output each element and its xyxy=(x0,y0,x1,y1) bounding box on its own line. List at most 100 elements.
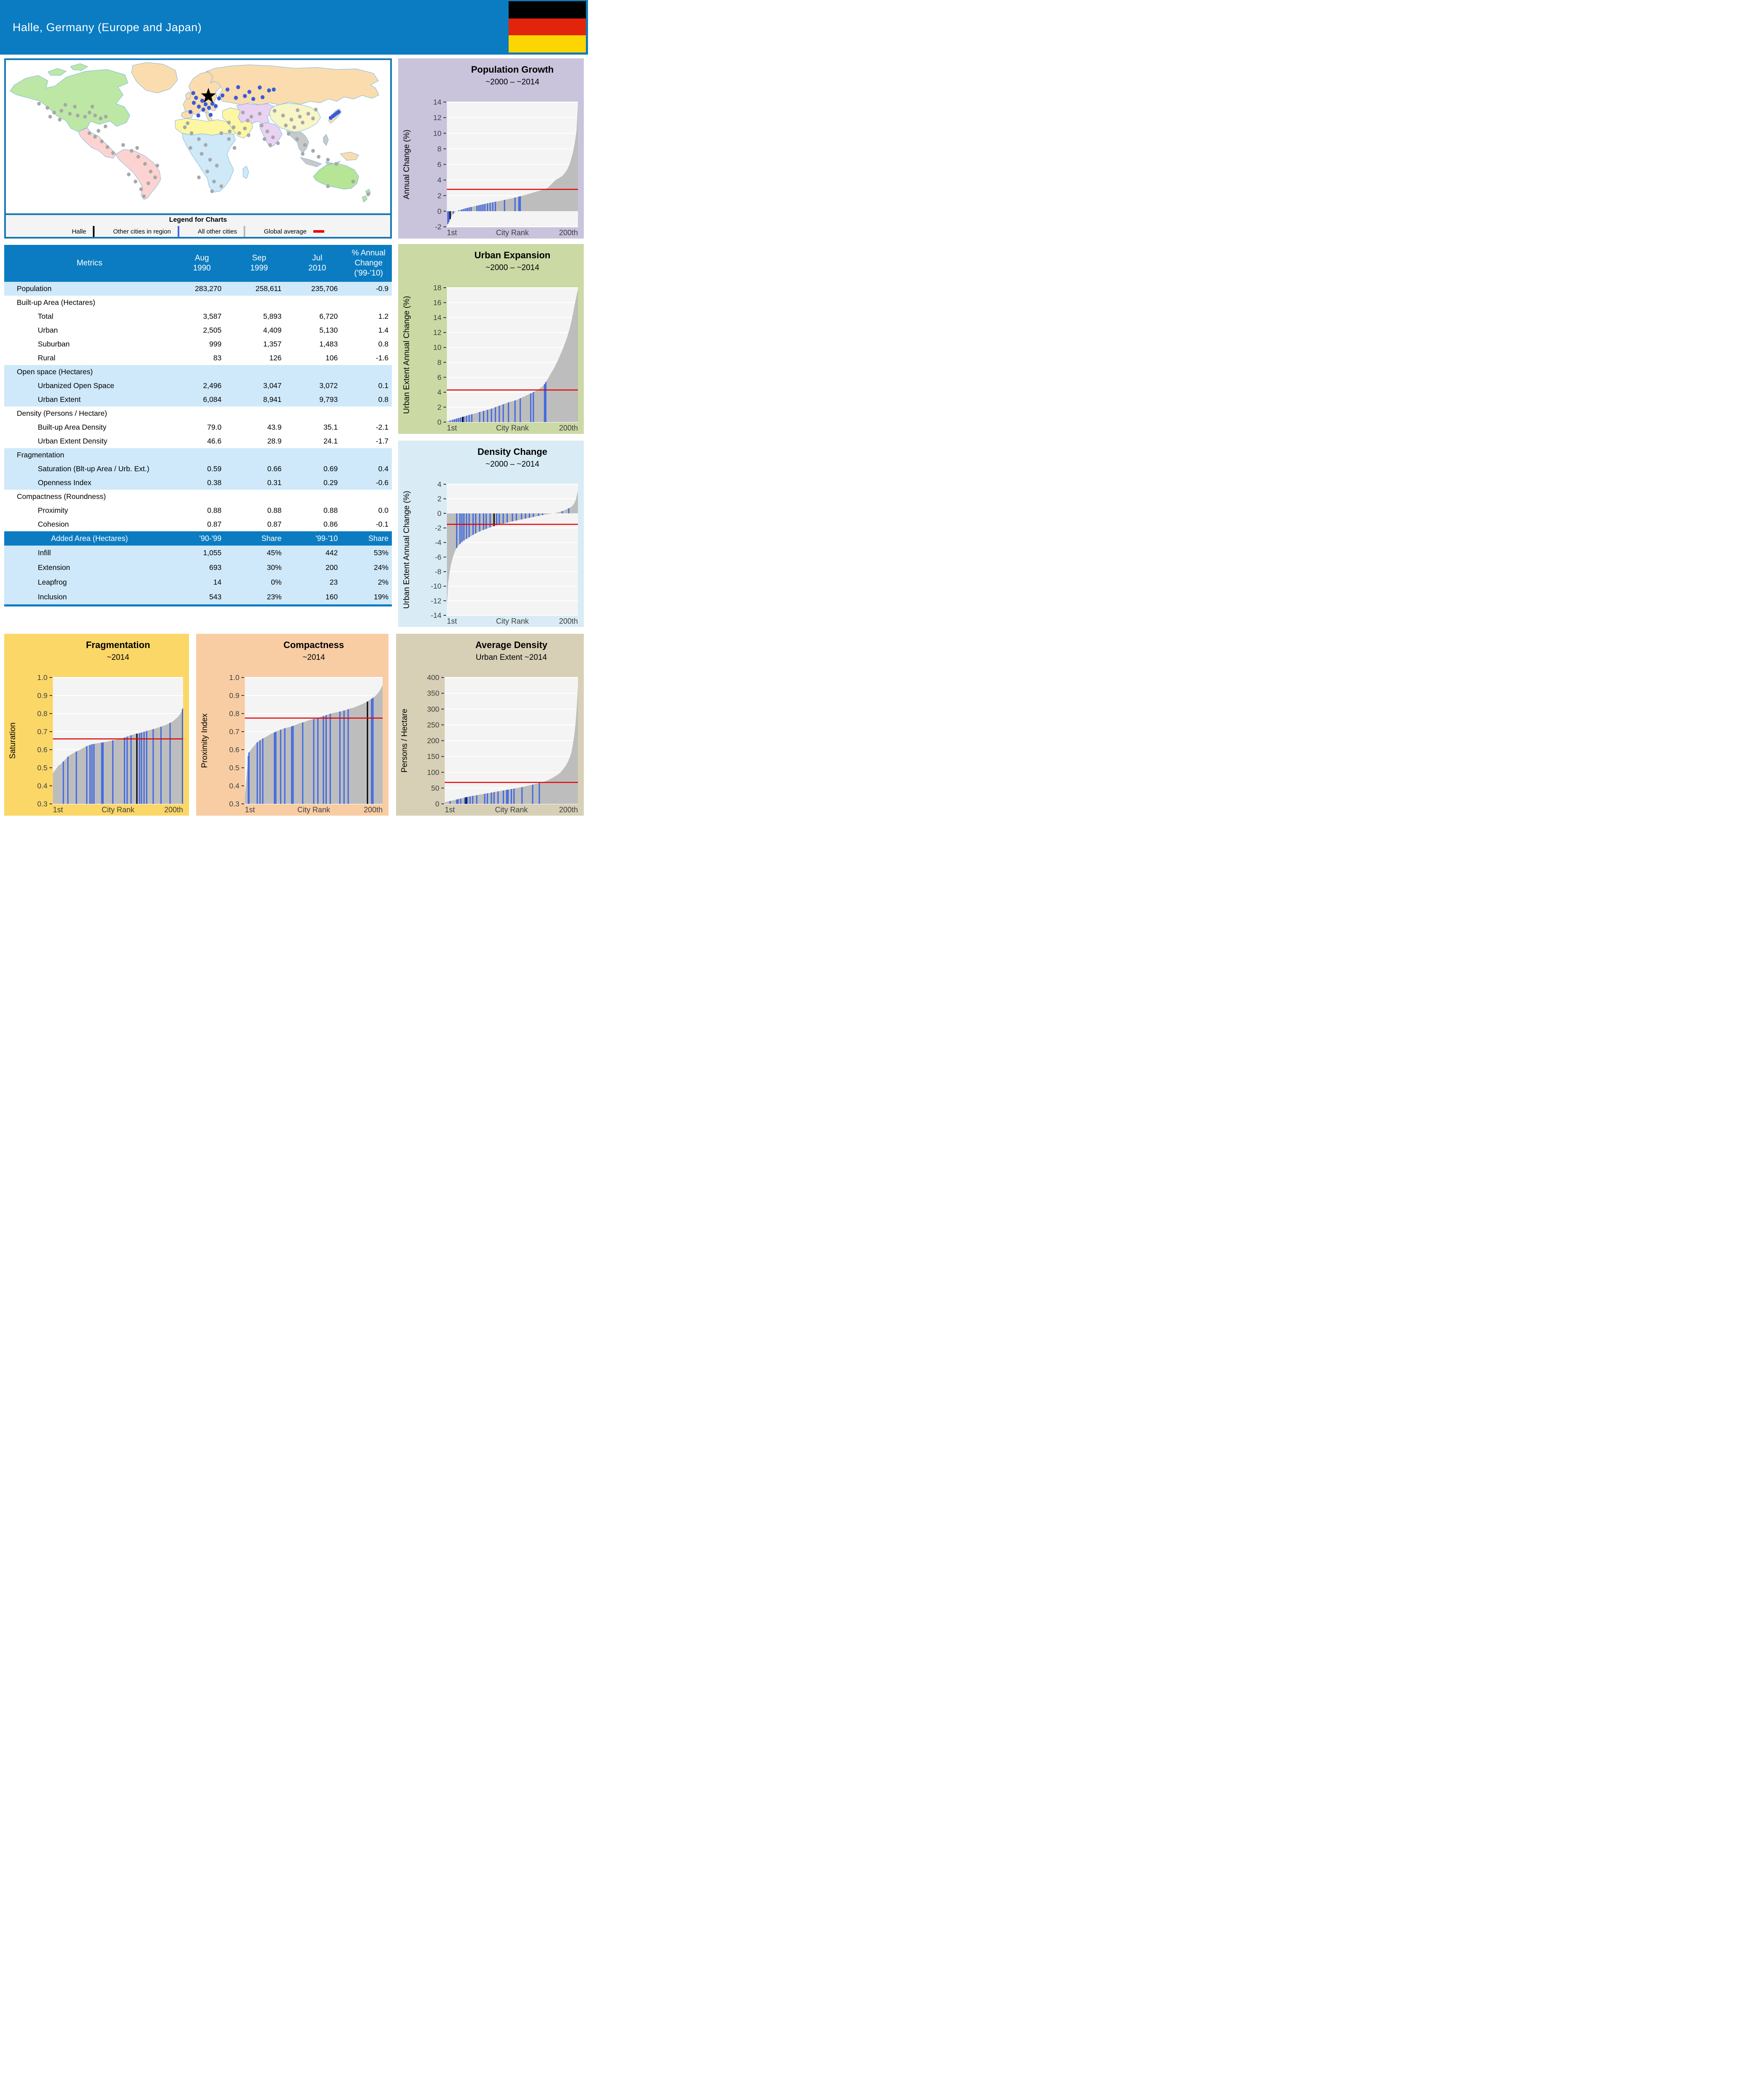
city-dot xyxy=(260,95,265,100)
cell-value xyxy=(175,296,229,310)
svg-text:-12: -12 xyxy=(431,596,441,605)
cell-value xyxy=(289,407,346,420)
svg-text:0: 0 xyxy=(437,509,441,517)
city-dot xyxy=(281,113,285,118)
city-dot xyxy=(99,116,103,121)
map-region-madagascar xyxy=(242,165,249,179)
cell-value xyxy=(175,490,229,504)
city-dot xyxy=(326,158,330,162)
svg-text:0: 0 xyxy=(437,207,441,215)
legend-swatch-icon xyxy=(313,230,324,233)
city-dot xyxy=(143,162,147,166)
city-dot xyxy=(149,169,152,173)
city-dot xyxy=(93,134,97,139)
svg-text:16: 16 xyxy=(433,299,441,307)
svg-text:8: 8 xyxy=(437,358,441,367)
city-dot xyxy=(246,118,250,123)
city-dot xyxy=(93,113,97,118)
legend-label: Other cities in region xyxy=(113,228,171,235)
cell-value: -0.6 xyxy=(345,476,392,490)
row-label: Urban Extent xyxy=(4,393,175,407)
row-label: Population xyxy=(4,282,175,296)
table-row: Suburban 999 1,357 1,483 0.8 xyxy=(4,337,392,351)
svg-text:Urban Expansion: Urban Expansion xyxy=(475,250,551,260)
city-dot xyxy=(220,93,225,98)
legend-swatch-icon xyxy=(244,226,246,237)
city-dot xyxy=(208,158,212,162)
column-header: Sep 1999 xyxy=(229,245,289,282)
svg-text:0.5: 0.5 xyxy=(229,764,239,772)
halle-star-icon xyxy=(201,87,216,103)
city-dot xyxy=(196,113,200,118)
city-dot xyxy=(73,105,77,109)
cell-value xyxy=(229,490,289,504)
row-label: Inclusion xyxy=(4,590,175,604)
cell-value: 4,409 xyxy=(229,323,289,337)
cell-value: 0% xyxy=(229,575,289,590)
row-label: Leapfrog xyxy=(4,575,175,590)
svg-text:0.9: 0.9 xyxy=(229,691,239,700)
cell-value: 3,072 xyxy=(289,379,346,393)
row-label: Openness Index xyxy=(4,476,175,490)
svg-text:Urban Extent Annual Change (%): Urban Extent Annual Change (%) xyxy=(402,296,411,414)
cell-value xyxy=(175,448,229,462)
chart-legend: Legend for Charts Halle Other cities in r… xyxy=(6,213,390,237)
added-area-header-cell: '90-'99 xyxy=(175,531,229,546)
cell-value: 0.88 xyxy=(289,504,346,517)
cell-value: 1.2 xyxy=(345,310,392,323)
svg-text:Urban Extent Annual Change (%): Urban Extent Annual Change (%) xyxy=(402,491,411,609)
city-dot xyxy=(205,169,209,173)
svg-text:Average Density: Average Density xyxy=(475,640,548,650)
svg-text:City Rank: City Rank xyxy=(496,424,529,432)
city-dot xyxy=(260,123,264,128)
svg-text:12: 12 xyxy=(433,328,441,337)
cell-value xyxy=(345,296,392,310)
city-dot xyxy=(111,151,115,155)
cell-value: 1,055 xyxy=(175,546,229,560)
map-region-australia xyxy=(313,163,359,189)
city-dot xyxy=(197,137,201,141)
city-dot xyxy=(301,152,304,156)
city-dot xyxy=(225,87,230,92)
svg-text:Annual Change (%): Annual Change (%) xyxy=(402,130,411,200)
svg-text:6: 6 xyxy=(437,373,441,381)
city-dot xyxy=(295,137,299,141)
city-dot xyxy=(100,139,104,144)
city-dot xyxy=(234,95,238,100)
city-dot xyxy=(251,97,255,101)
svg-text:0.4: 0.4 xyxy=(229,782,240,790)
cell-value xyxy=(289,296,346,310)
cell-value: 5,130 xyxy=(289,323,346,337)
cell-value xyxy=(289,448,346,462)
cell-value: 3,587 xyxy=(175,310,229,323)
row-label: Rural xyxy=(4,351,175,365)
map-region-canada-islands-1 xyxy=(47,68,67,76)
city-dot xyxy=(189,131,194,135)
svg-text:0.6: 0.6 xyxy=(229,746,239,754)
svg-text:City Rank: City Rank xyxy=(496,228,529,237)
cell-value: 9,793 xyxy=(289,393,346,407)
table-row: Compactness (Roundness) xyxy=(4,490,392,504)
city-dot xyxy=(97,129,100,133)
city-dot xyxy=(155,163,159,168)
cell-value: 693 xyxy=(175,560,229,575)
city-dot xyxy=(273,109,277,113)
city-dot xyxy=(204,143,207,147)
row-label: Suburban xyxy=(4,337,175,351)
table-row: Rural 83 126 106 -1.6 xyxy=(4,351,392,365)
svg-text:1st: 1st xyxy=(245,806,255,814)
map-region-india xyxy=(259,122,283,148)
svg-text:4: 4 xyxy=(437,480,441,488)
svg-text:12: 12 xyxy=(433,113,441,122)
cell-value xyxy=(345,407,392,420)
svg-text:-10: -10 xyxy=(431,582,442,591)
svg-text:10: 10 xyxy=(433,343,442,352)
svg-text:City Rank: City Rank xyxy=(495,806,528,814)
svg-text:200th: 200th xyxy=(559,617,578,625)
table-row: Extension 693 30% 200 24% xyxy=(4,560,392,575)
cell-value xyxy=(289,490,346,504)
compactness-chart: Compactness ~2014 0.3 0.4 0.5 0.6 0.7 0.8 0.9 1.0… xyxy=(196,634,388,816)
svg-text:0.4: 0.4 xyxy=(37,782,48,790)
city-dot xyxy=(296,108,299,112)
cell-value: 0.59 xyxy=(175,462,229,476)
